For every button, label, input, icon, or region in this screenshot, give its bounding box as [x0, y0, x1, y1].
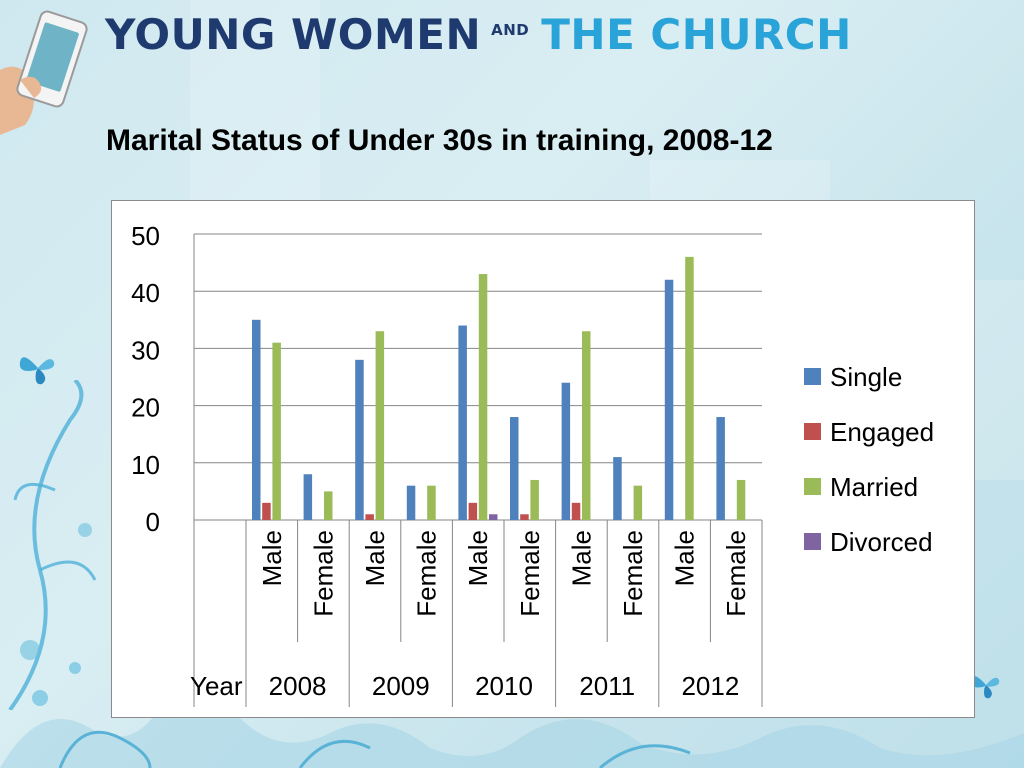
- bar-single: [561, 382, 571, 520]
- x-tick-label-year: 2011: [579, 671, 635, 701]
- x-tick-label-year: 2012: [681, 671, 739, 701]
- y-tick-label: 40: [131, 278, 160, 308]
- y-tick-label: 10: [131, 450, 160, 480]
- bar-single: [716, 417, 725, 520]
- x-tick-label-year: 2009: [372, 671, 430, 701]
- y-tick-label: 30: [131, 335, 160, 365]
- bar-married: [582, 331, 591, 520]
- x-tick-label-gender: Female: [721, 530, 751, 617]
- brand-text-primary: YOUNG WOMEN: [105, 10, 482, 59]
- x-tick-label-gender: Male: [463, 530, 493, 586]
- bar-married: [272, 342, 281, 520]
- bar-engaged: [365, 514, 374, 520]
- chart-container: 0 10 20 30 40 50 Male Female Male Female Male Femal…: [111, 200, 975, 718]
- bar-married: [736, 479, 746, 520]
- x-tick-label-gender: Female: [308, 530, 338, 617]
- year-axis-label: Year: [190, 671, 243, 701]
- bar-married: [633, 485, 643, 520]
- butterfly-icon: [19, 357, 55, 385]
- legend-label-divorced: Divorced: [830, 527, 933, 557]
- brand-text-secondary: THE CHURCH: [541, 10, 852, 59]
- x-tick-label-year: 2008: [269, 671, 327, 701]
- bar-married: [530, 479, 539, 520]
- x-tick-label-gender: Female: [618, 530, 648, 617]
- slide-title: Marital Status of Under 30s in training,…: [106, 124, 773, 157]
- bar-single: [613, 457, 622, 520]
- legend-swatch-divorced: [804, 533, 821, 550]
- bar-engaged: [262, 502, 271, 520]
- legend-label-single: Single: [830, 362, 902, 392]
- bar-divorced: [489, 514, 498, 520]
- legend-label-engaged: Engaged: [830, 417, 934, 447]
- floral-ornament: [0, 662, 1024, 768]
- bar-engaged: [520, 514, 529, 520]
- brand-logo: YOUNG WOMEN AND THE CHURCH: [105, 14, 852, 56]
- legend-swatch-single: [804, 368, 821, 385]
- y-tick-label: 20: [131, 393, 160, 423]
- bar-single: [458, 325, 467, 520]
- y-tick-label: 0: [146, 507, 160, 537]
- bar-married: [478, 274, 488, 520]
- x-tick-label-year: 2010: [475, 671, 533, 701]
- bar-single: [355, 359, 364, 520]
- bar-married: [324, 491, 333, 520]
- x-tick-label-gender: Male: [257, 530, 287, 586]
- x-tick-label-gender: Male: [566, 530, 596, 586]
- bar-single: [252, 319, 261, 520]
- brand-text-conjunction: AND: [491, 21, 530, 39]
- x-tick-label-gender: Female: [412, 530, 442, 617]
- bar-engaged: [571, 502, 581, 520]
- bar-married: [685, 256, 694, 520]
- bar-single: [664, 279, 674, 520]
- bar-chart: 0 10 20 30 40 50 Male Female Male Female Male Femal…: [131, 221, 934, 707]
- bar-engaged: [468, 502, 478, 520]
- x-tick-label-gender: Male: [360, 530, 390, 586]
- legend-swatch-married: [804, 478, 821, 495]
- bar-single: [303, 474, 313, 520]
- bar-single: [510, 417, 519, 520]
- bar-married: [375, 331, 385, 520]
- legend-swatch-engaged: [804, 423, 821, 440]
- x-tick-label-gender: Male: [670, 530, 700, 586]
- floral-ornament: [8, 380, 97, 710]
- header: YOUNG WOMEN AND THE CHURCH: [0, 0, 1024, 80]
- x-tick-label-gender: Female: [515, 530, 545, 617]
- phone-hand-illustration: [0, 10, 88, 135]
- y-tick-label: 50: [131, 221, 160, 251]
- legend-label-married: Married: [830, 472, 918, 502]
- bar-married: [427, 485, 436, 520]
- background-panel: [190, 0, 320, 220]
- bar-single: [406, 485, 416, 520]
